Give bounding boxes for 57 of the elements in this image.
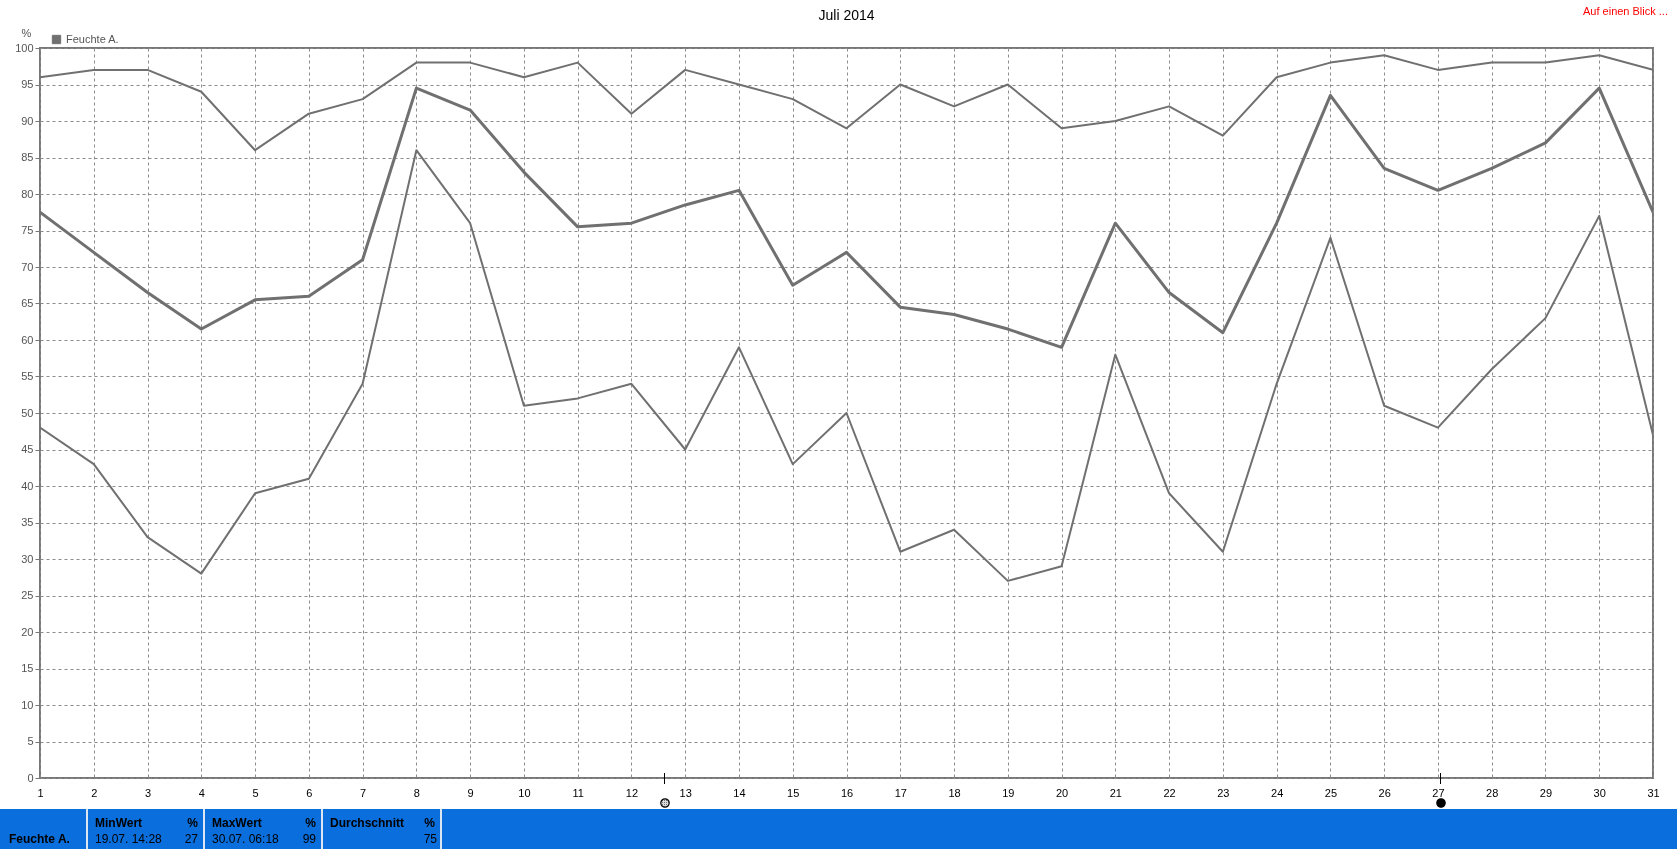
x-tick-label: 15	[787, 786, 800, 799]
x-tick-label: 18	[948, 786, 961, 799]
x-tick-label: 26	[1378, 786, 1391, 799]
y-tick-label: 40	[21, 479, 34, 492]
y-tick-label: 60	[21, 333, 34, 346]
y-tick-label: 90	[21, 114, 34, 127]
x-tick-label: 17	[894, 786, 907, 799]
stats-table: Feuchte A. MinWert % 19.07. 14:28 27 MaxWert % 30.07. 06:18 99 Durchschnitt % 75	[0, 809, 1677, 849]
x-tick-label: 5	[252, 786, 259, 799]
x-tick-label: 25	[1324, 786, 1338, 799]
y-tick-label: 20	[21, 625, 34, 638]
x-tick-label: 10	[518, 786, 531, 799]
chart-title: Juli 2014	[818, 7, 875, 23]
y-tick-label: 45	[21, 443, 34, 455]
text: Auf einen Blick ...	[1583, 5, 1668, 18]
y-tick-label: 10	[21, 698, 34, 711]
x-tick-label: 28	[1486, 786, 1499, 799]
y-tick-label: 65	[21, 297, 34, 309]
x-tick-label: 21	[1109, 786, 1122, 799]
x-tick-label: 30	[1593, 786, 1606, 799]
y-tick-label: 55	[21, 370, 34, 382]
y-tick-label: 95	[21, 78, 34, 90]
x-tick-label: 13	[679, 786, 692, 799]
y-axis-title: %	[21, 26, 32, 39]
x-tick-label: 23	[1217, 786, 1230, 799]
y-tick-label: 100	[15, 41, 34, 54]
x-tick-label: 11	[572, 786, 584, 799]
x-tick-label: 4	[198, 786, 205, 799]
x-tick-label: 6	[306, 786, 313, 799]
x-tick-label: 7	[360, 786, 367, 799]
x-tick-label: 12	[625, 786, 639, 799]
x-tick-label: 8	[413, 786, 420, 799]
x-tick-label: 29	[1539, 786, 1553, 799]
x-tick-label: 1	[37, 786, 44, 799]
x-tick-label: 16	[840, 786, 854, 799]
x-tick-label: 19	[1002, 786, 1015, 799]
y-tick-label: 75	[21, 224, 34, 236]
legend-label: Feuchte A.	[66, 32, 119, 45]
x-tick-label: 24	[1271, 786, 1284, 799]
y-tick-label: 5	[27, 735, 34, 747]
y-tick-label: 50	[21, 406, 34, 419]
x-tick-label: 9	[467, 786, 474, 799]
x-tick-label: 27	[1432, 786, 1445, 799]
x-tick-label: 22	[1163, 786, 1176, 799]
y-tick-label: 80	[21, 187, 34, 200]
x-tick-label: 20	[1055, 786, 1069, 799]
x-tick-label: 3	[144, 786, 152, 799]
y-tick-label: 15	[21, 662, 34, 674]
y-tick-label: 85	[21, 151, 34, 163]
x-tick-label: 31	[1647, 786, 1660, 799]
y-tick-label: 0	[27, 771, 34, 784]
y-tick-label: 70	[21, 260, 34, 273]
y-tick-label: 35	[21, 516, 34, 528]
x-tick-label: 14	[733, 786, 746, 799]
x-tick-label: 2	[91, 786, 98, 799]
y-tick-label: 25	[21, 589, 34, 601]
y-tick-label: 30	[21, 552, 34, 565]
